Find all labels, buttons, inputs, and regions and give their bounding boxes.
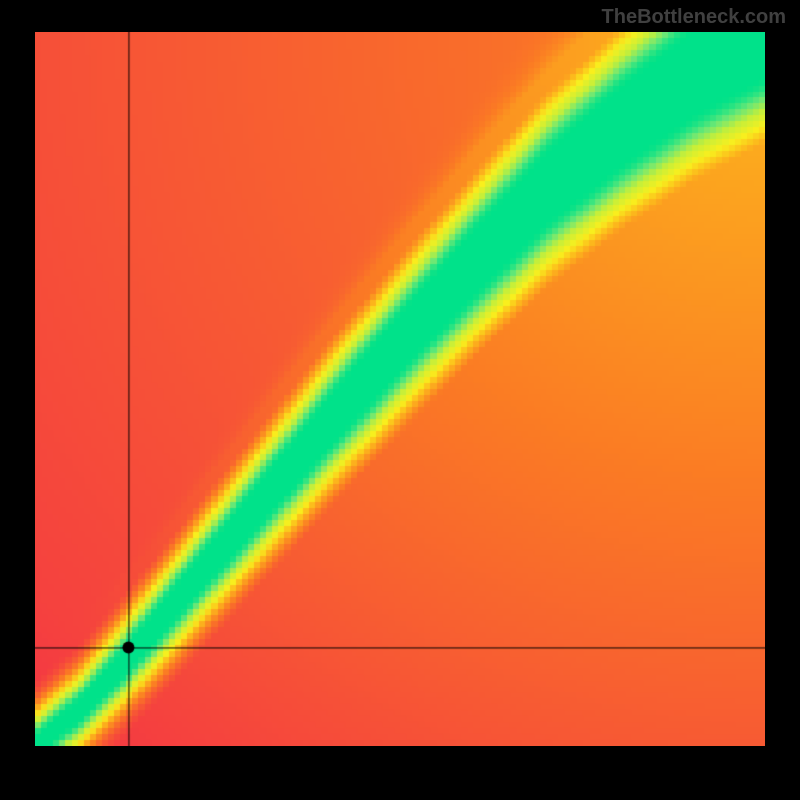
bottleneck-heatmap — [35, 32, 765, 746]
watermark-text: TheBottleneck.com — [602, 6, 786, 29]
heatmap-canvas — [35, 32, 765, 746]
